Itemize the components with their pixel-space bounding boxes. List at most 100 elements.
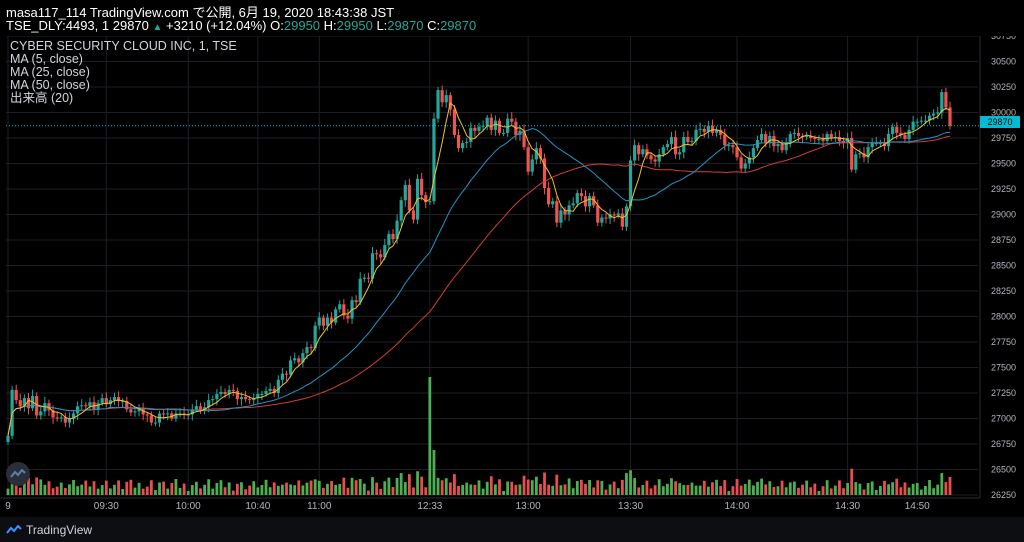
volume-bar — [530, 480, 534, 495]
candle — [899, 132, 903, 135]
candle — [575, 193, 579, 204]
volume-bar — [416, 471, 419, 495]
volume-bar — [825, 480, 829, 495]
candle — [207, 400, 211, 408]
volume-bar — [784, 487, 788, 495]
volume-bar — [518, 484, 522, 495]
volume-bar — [940, 473, 944, 495]
volume-bar — [281, 484, 284, 495]
high-label: H: — [323, 18, 337, 33]
candle — [768, 135, 772, 144]
volume-bar — [108, 488, 112, 495]
candle — [116, 397, 121, 402]
x-tick-label: 10:40 — [245, 501, 270, 512]
candle — [71, 413, 76, 419]
volume-bar — [76, 486, 80, 495]
volume-bar — [788, 482, 792, 495]
volume-bar — [264, 479, 268, 495]
candle — [530, 159, 534, 172]
brand[interactable]: TradingView — [6, 523, 92, 537]
candle — [162, 413, 166, 415]
volume-bar — [252, 481, 256, 495]
volume-bar — [27, 478, 30, 495]
candle — [325, 317, 330, 326]
candle — [399, 200, 403, 221]
legend-ma50: MA (50, close) — [10, 78, 90, 92]
candle — [129, 409, 133, 413]
candle — [276, 379, 280, 393]
x-tick-label: 13:00 — [516, 501, 541, 512]
volume-bar — [780, 480, 784, 495]
volume-bar — [223, 487, 227, 495]
volume-bar — [563, 484, 567, 495]
candle — [907, 129, 911, 140]
volume-bar — [924, 486, 927, 495]
x-tick-label: 14:00 — [725, 501, 750, 512]
candle — [174, 413, 178, 419]
candle — [407, 184, 411, 211]
volume-bar — [932, 488, 936, 495]
volume-bar — [797, 487, 800, 495]
candle — [14, 389, 18, 401]
candle — [243, 397, 248, 400]
candle — [731, 145, 735, 148]
candle — [370, 253, 375, 279]
candle — [473, 127, 477, 131]
volume-bar — [100, 485, 104, 495]
volume-bar — [211, 488, 215, 495]
candle — [125, 401, 129, 410]
volume-bar — [6, 488, 10, 495]
y-tick-label: 27500 — [991, 363, 1016, 373]
y-tick-label: 29500 — [991, 159, 1016, 169]
candle — [821, 139, 825, 142]
volume-bar — [878, 486, 882, 495]
y-tick-label: 28750 — [991, 235, 1016, 245]
volume-bar — [477, 480, 481, 495]
volume-bar — [346, 487, 350, 495]
publish-info: masa117_114 TradingView.com で公開, 6月 19, … — [6, 5, 395, 20]
candle — [489, 117, 493, 130]
tradingview-logo-icon[interactable] — [6, 462, 30, 486]
volume-bar — [96, 488, 100, 495]
volume-bar — [326, 483, 329, 495]
volume-bar — [526, 479, 530, 495]
volume-bar — [842, 488, 845, 495]
candle — [284, 373, 289, 375]
candle — [366, 277, 371, 279]
volume-bar — [39, 479, 43, 495]
candle — [55, 417, 59, 419]
volume-bar — [579, 479, 583, 495]
candle — [825, 133, 829, 142]
volume-bar — [539, 484, 542, 495]
volume-bar — [809, 487, 813, 495]
volume-bar — [473, 484, 477, 495]
candle — [448, 95, 452, 110]
volume-bar — [268, 487, 272, 495]
candle — [526, 147, 530, 172]
volume-bar — [72, 480, 75, 495]
y-tick-label: 26500 — [991, 465, 1016, 475]
volume-bar — [391, 487, 395, 495]
candle — [673, 136, 678, 155]
candle — [260, 394, 264, 396]
candle — [219, 391, 223, 395]
y-tick-label: 30500 — [991, 57, 1016, 67]
volume-bar — [915, 483, 919, 495]
candle — [342, 304, 346, 316]
volume-bar — [68, 484, 71, 495]
candle — [587, 196, 592, 207]
candle — [481, 125, 485, 127]
volume-bar — [14, 479, 18, 495]
candle — [137, 408, 141, 412]
candle — [923, 120, 928, 122]
candle — [698, 128, 702, 130]
volume-bar — [444, 478, 448, 495]
candle — [633, 145, 637, 161]
volume-bar — [203, 484, 206, 495]
volume-bar — [420, 476, 424, 495]
candle — [837, 136, 842, 142]
volume-bar — [170, 483, 174, 495]
volume-bar — [338, 484, 342, 495]
volume-bar — [854, 482, 858, 495]
